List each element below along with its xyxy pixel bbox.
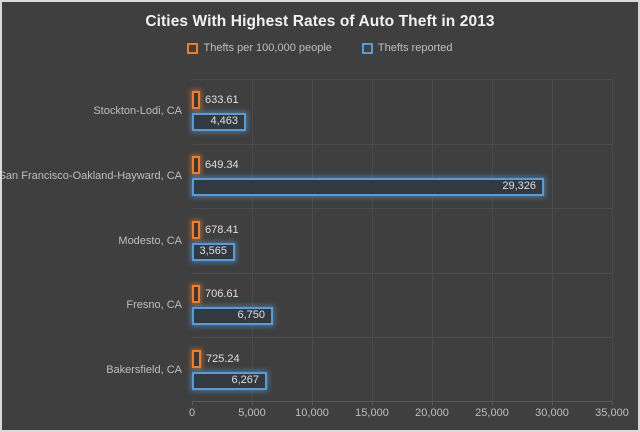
- bar-thefts-reported-modesto-ca[interactable]: 3,565: [192, 243, 235, 261]
- axis-tick-mark: [552, 402, 553, 405]
- x-axis-tick-label: 25,000: [475, 407, 509, 419]
- legend-label-thefts-reported: Thefts reported: [377, 42, 453, 54]
- value-label-thefts-per-100k-bakersfield-ca: 725.24: [206, 353, 240, 365]
- x-axis-line: [192, 401, 612, 402]
- category-label-modesto-ca: Modesto, CA: [118, 235, 182, 247]
- bar-thefts-per-100k-stockton-lodi-ca[interactable]: [192, 91, 200, 109]
- vertical-gridline: [492, 79, 493, 402]
- x-axis-tick-label: 35,000: [595, 407, 629, 419]
- category-label-san-francisco-oakland-hayward-ca: San Francisco-Oakland-Hayward, CA: [0, 170, 182, 182]
- legend-item-thefts-reported[interactable]: Thefts reported: [361, 42, 453, 54]
- bar-thefts-per-100k-fresno-ca[interactable]: [192, 285, 200, 303]
- bar-thefts-reported-fresno-ca[interactable]: 6,750: [192, 307, 273, 325]
- legend-item-thefts-per-100k[interactable]: Thefts per 100,000 people: [187, 42, 332, 54]
- x-axis-tick-label: 0: [188, 407, 196, 419]
- bar-thefts-reported-bakersfield-ca[interactable]: 6,267: [192, 372, 267, 390]
- value-label-thefts-per-100k-fresno-ca: 706.61: [205, 288, 239, 300]
- category-label-fresno-ca: Fresno, CA: [126, 299, 182, 311]
- bar-thefts-per-100k-bakersfield-ca[interactable]: [192, 350, 201, 368]
- x-axis-tick-label: 30,000: [535, 407, 569, 419]
- x-axis-tick-label: 5,000: [238, 407, 266, 419]
- bar-thefts-reported-stockton-lodi-ca[interactable]: 4,463: [192, 113, 246, 131]
- category-label-bakersfield-ca: Bakersfield, CA: [106, 364, 182, 376]
- vertical-gridline: [432, 79, 433, 402]
- x-axis-tick-label: 10,000: [295, 407, 329, 419]
- axis-tick-mark: [372, 402, 373, 405]
- legend-label-thefts-per-100k: Thefts per 100,000 people: [203, 42, 332, 54]
- horizontal-gridline: [192, 144, 612, 145]
- axis-tick-mark: [252, 402, 253, 405]
- axis-tick-mark: [492, 402, 493, 405]
- vertical-gridline: [312, 79, 313, 402]
- vertical-gridline: [252, 79, 253, 402]
- bar-thefts-per-100k-san-francisco-oakland-hayward-ca[interactable]: [192, 156, 200, 174]
- vertical-gridline: [372, 79, 373, 402]
- axis-tick-mark: [192, 402, 193, 405]
- x-axis-tick-label: 15,000: [355, 407, 389, 419]
- plot-area: 633.61 4,463 649.34 29,326 678.41 3,565 706.61…: [192, 79, 613, 405]
- horizontal-gridline: [192, 208, 612, 209]
- x-axis-tick-label: 20,000: [415, 407, 449, 419]
- bar-thefts-reported-san-francisco-oakland-hayward-ca[interactable]: 29,326: [192, 178, 544, 196]
- vertical-gridline: [612, 79, 613, 402]
- vertical-gridline: [552, 79, 553, 402]
- axis-tick-mark: [312, 402, 313, 405]
- axis-tick-mark: [612, 402, 613, 405]
- bar-thefts-per-100k-modesto-ca[interactable]: [192, 221, 200, 239]
- horizontal-gridline: [192, 79, 612, 80]
- value-label-thefts-per-100k-stockton-lodi-ca: 633.61: [205, 94, 239, 106]
- value-label-thefts-per-100k-modesto-ca: 678.41: [205, 224, 239, 236]
- value-label-thefts-per-100k-san-francisco-oakland-hayward-ca: 649.34: [205, 159, 239, 171]
- category-label-stockton-lodi-ca: Stockton-Lodi, CA: [93, 105, 182, 117]
- legend-swatch-orange-icon: [187, 42, 199, 54]
- chart-title: Cities With Highest Rates of Auto Theft …: [145, 13, 495, 30]
- horizontal-gridline: [192, 273, 612, 274]
- chart-legend: Thefts per 100,000 people Thefts reporte…: [2, 42, 638, 54]
- horizontal-gridline: [192, 337, 612, 338]
- axis-tick-mark: [432, 402, 433, 405]
- legend-swatch-blue-icon: [361, 42, 373, 54]
